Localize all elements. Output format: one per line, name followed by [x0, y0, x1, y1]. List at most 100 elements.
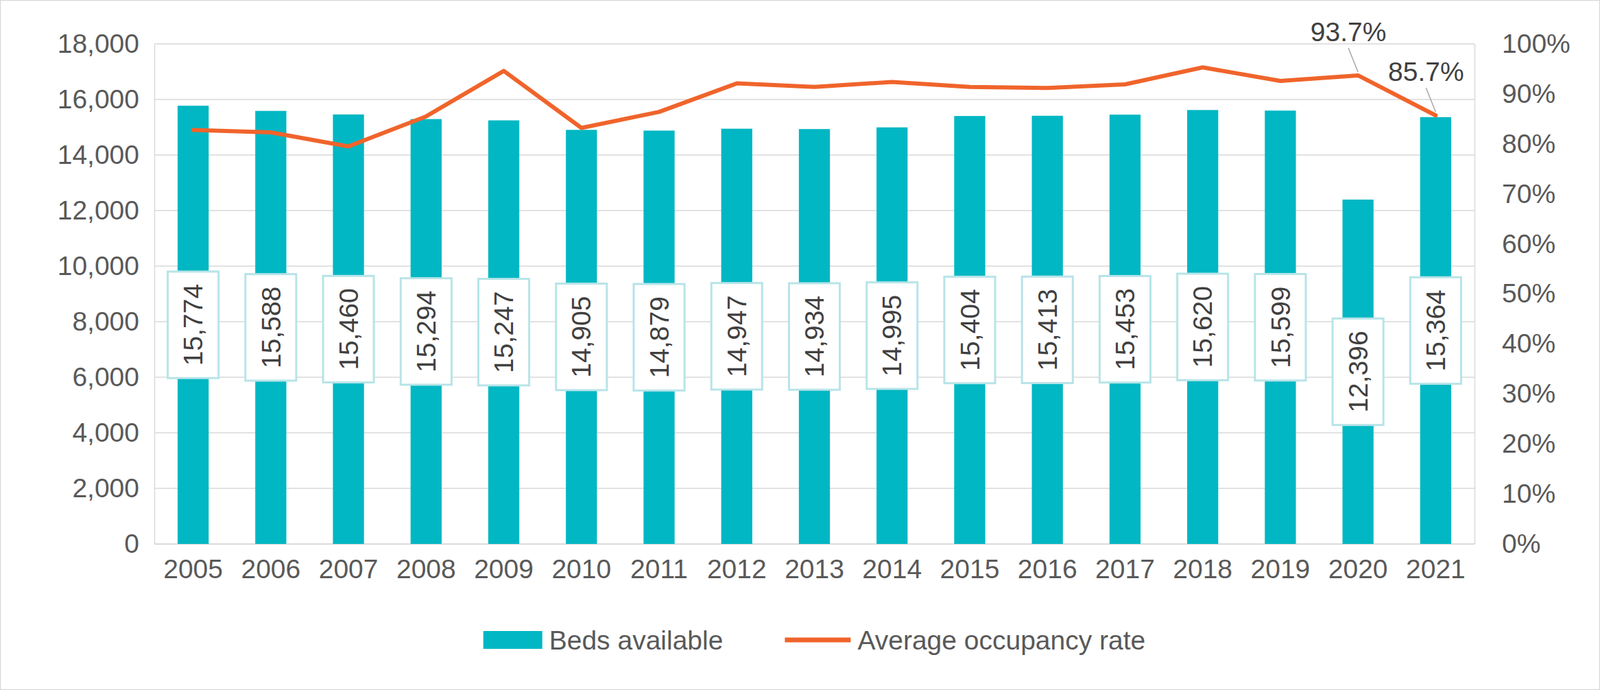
bar: [1264, 110, 1296, 544]
data-label: 15,247: [488, 291, 519, 374]
tick: 80%: [1474, 128, 1556, 159]
bar: [721, 128, 753, 544]
data-label-group: 14,947: [711, 283, 762, 390]
tick-label: 2018: [1172, 554, 1233, 584]
tick: 18,000: [57, 28, 155, 59]
data-label-group: 14,905: [556, 283, 607, 391]
tick: 16,000: [57, 84, 155, 114]
data-label-box: [788, 283, 840, 390]
data-label-box: [711, 283, 762, 390]
tick-label: 2016: [1017, 554, 1078, 584]
data-label-group: 14,934: [788, 283, 840, 390]
data-label-group: 15,620: [1177, 273, 1229, 380]
tick: 100%: [1474, 28, 1571, 59]
tick: 50%: [1474, 278, 1556, 308]
data-label-box: [866, 282, 918, 389]
tick: 8,000: [72, 306, 155, 337]
data-label-group: 15,599: [1255, 273, 1306, 380]
tick-label: 40%: [1501, 328, 1556, 358]
tick-label: 60%: [1501, 229, 1556, 259]
data-label: 14,905: [566, 296, 596, 378]
tick: 10,000: [57, 251, 155, 281]
tick-label: 2021: [1405, 554, 1466, 584]
tick-label: 2015: [940, 554, 1000, 584]
bar: [255, 111, 286, 544]
tick: 10%: [1474, 478, 1556, 509]
tick: 2008: [396, 543, 457, 584]
tick-label: 2008: [396, 554, 457, 584]
y2-axis: 0%10%20%30%40%50%60%70%80%90%100%: [1474, 28, 1571, 559]
tick: 2012: [707, 543, 767, 584]
bar: [488, 120, 520, 544]
tick: 90%: [1474, 78, 1556, 109]
data-labels: 15,77415,58815,46015,29415,24714,90514,8…: [168, 17, 1465, 426]
data-label-box: [944, 276, 996, 383]
leader-line: [1425, 87, 1436, 112]
tick-label: 70%: [1501, 178, 1556, 209]
tick-label: 2007: [318, 554, 379, 584]
tick: 2006: [240, 543, 301, 584]
grid: [154, 43, 1475, 544]
tick: 2021: [1405, 543, 1466, 584]
data-label: 15,599: [1266, 285, 1296, 368]
tick: 4,000: [72, 417, 155, 448]
tick-label: 80%: [1501, 128, 1556, 159]
tick: 2010: [551, 543, 612, 584]
bar: [876, 127, 908, 544]
tick-label: 18,000: [57, 28, 140, 59]
y-axis: 02,0004,0006,0008,00010,00012,00014,0001…: [57, 28, 155, 559]
data-label: 15,404: [955, 288, 985, 371]
data-label-box: [1177, 273, 1229, 380]
tick: 2016: [1017, 543, 1078, 584]
tick: 2009: [473, 543, 534, 584]
data-label-group: 12,396: [1332, 318, 1384, 425]
legend-item: Average occupancy rate: [784, 625, 1146, 655]
bar: [1109, 114, 1141, 544]
data-label-box: [633, 283, 685, 391]
data-label-group: 15,588: [245, 274, 297, 381]
data-label-group: 15,404: [944, 276, 996, 383]
tick: 6,000: [72, 362, 155, 392]
tick: 2015: [940, 543, 1000, 584]
tick-label: 2,000: [72, 473, 140, 503]
data-label: 12,396: [1343, 330, 1373, 413]
data-label-box: [1410, 277, 1461, 384]
tick-label: 6,000: [72, 362, 140, 392]
data-label: 14,879: [644, 296, 675, 378]
tick-label: 2006: [240, 554, 301, 584]
tick: 2019: [1250, 543, 1311, 584]
tick-label: 90%: [1501, 78, 1556, 109]
data-label: 93.7%: [1310, 17, 1387, 47]
data-label-group: 15,364: [1410, 277, 1461, 384]
data-label-box: [323, 275, 374, 382]
data-label-box: [1255, 273, 1306, 380]
chart: 02,0004,0006,0008,00010,00012,00014,0001…: [0, 0, 1600, 690]
data-label-group: 15,413: [1021, 276, 1073, 383]
bar: [1187, 109, 1219, 544]
data-label-group: 15,460: [323, 275, 374, 382]
data-label: 15,453: [1110, 288, 1140, 370]
data-label: 15,588: [256, 286, 286, 369]
legend-label: Average occupancy rate: [857, 625, 1146, 655]
tick-label: 30%: [1501, 378, 1556, 409]
tick: 60%: [1474, 229, 1556, 259]
tick-label: 2019: [1250, 554, 1311, 584]
x-axis: 2005200620072008200920102011201220132014…: [154, 543, 1476, 584]
tick-label: 0: [124, 528, 140, 559]
leader-line: [1348, 48, 1358, 73]
tick-label: 20%: [1501, 428, 1556, 459]
bar: [177, 105, 209, 544]
data-label-group: 15,453: [1099, 275, 1151, 382]
data-label: 14,995: [877, 294, 907, 377]
bar: [798, 128, 830, 544]
tick: 30%: [1474, 378, 1556, 409]
legend-label: Beds available: [549, 625, 724, 655]
tick: 2018: [1172, 543, 1233, 584]
data-label: 15,620: [1187, 285, 1218, 368]
tick: 14,000: [57, 139, 155, 170]
bar: [643, 130, 675, 544]
tick: 2013: [784, 543, 845, 584]
data-label-group: 15,294: [400, 278, 452, 385]
tick: 0: [124, 528, 155, 559]
tick-label: 2009: [473, 554, 534, 584]
